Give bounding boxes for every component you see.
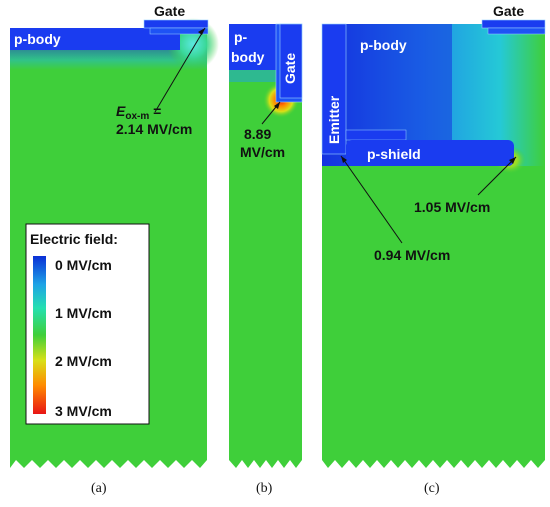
panel-a-annotation-value: 2.14 MV/cm bbox=[116, 121, 192, 137]
panel-b-field bbox=[229, 24, 302, 468]
panel-b-gate-electrode bbox=[279, 23, 303, 99]
panel-a-annotation: Eox-m = bbox=[116, 103, 161, 122]
panel-a-gate-electrode bbox=[143, 19, 209, 29]
panel-c-pshield-label: p-shield bbox=[367, 146, 421, 162]
panel-a-depletion-shade bbox=[10, 48, 207, 70]
panel-c-arrow-2 bbox=[340, 155, 403, 244]
panel-c-pshield bbox=[346, 140, 514, 166]
panel-c-arrowhead-1 bbox=[509, 157, 516, 164]
panel-b-annotation-line1: 8.89 bbox=[244, 126, 271, 142]
legend-tick-3: 3 MV/cm bbox=[55, 403, 112, 419]
panel-b-gate-label: Gate bbox=[282, 53, 298, 84]
legend-box bbox=[25, 223, 150, 425]
legend: Electric field: 0 MV/cm 1 MV/cm 2 MV/cm … bbox=[25, 223, 150, 425]
panel-c-emitter bbox=[321, 23, 347, 155]
panel-b: p- body Gate 8.89 MV/cm (b) bbox=[229, 23, 303, 496]
panel-c-pbody-label: p-body bbox=[360, 37, 407, 53]
legend-tick-2: 2 MV/cm bbox=[55, 353, 112, 369]
panel-c-arrow-1 bbox=[477, 156, 517, 196]
legend-tick-0: 0 MV/cm bbox=[55, 257, 112, 273]
panel-b-annotation-line2: MV/cm bbox=[240, 144, 285, 160]
panel-c-arrowhead-2 bbox=[341, 156, 347, 163]
panel-b-pbody-label-line2: body bbox=[231, 49, 265, 65]
panel-a-arrow bbox=[154, 27, 206, 113]
panel-a-gate-label: Gate bbox=[154, 3, 185, 19]
legend-colorbar bbox=[33, 256, 46, 414]
panel-c-annotation-1: 1.05 MV/cm bbox=[414, 199, 490, 215]
panel-b-pbody-label-line1: p- bbox=[234, 29, 248, 45]
legend-tick-1: 1 MV/cm bbox=[55, 305, 112, 321]
panel-b-pbody-fade bbox=[229, 70, 276, 82]
panel-b-pbody-region bbox=[229, 24, 276, 70]
panel-c-gate-oxide bbox=[487, 27, 546, 35]
panel-a-gate-oxide bbox=[149, 27, 209, 35]
panel-c-emitter-label: Emitter bbox=[326, 95, 342, 144]
panel-c-gate-electrode bbox=[481, 19, 546, 29]
panel-c: Gate p-body Emitter p-shield 1.05 MV/cm … bbox=[321, 3, 546, 496]
panel-c-emitter-contact bbox=[345, 129, 407, 141]
legend-title: Electric field: bbox=[30, 231, 118, 247]
panel-c-gate-label: Gate bbox=[493, 3, 524, 19]
panel-a-pbody-region bbox=[10, 28, 180, 50]
panel-a-caption: (a) bbox=[91, 481, 107, 496]
panel-c-caption: (c) bbox=[424, 481, 440, 496]
panel-b-arrowhead bbox=[274, 102, 280, 109]
panel-a-pbody-label: p-body bbox=[14, 31, 61, 47]
panel-a-arrowhead bbox=[198, 28, 205, 35]
panel-b-caption: (b) bbox=[256, 481, 273, 496]
panel-c-annotation-2: 0.94 MV/cm bbox=[374, 247, 450, 263]
